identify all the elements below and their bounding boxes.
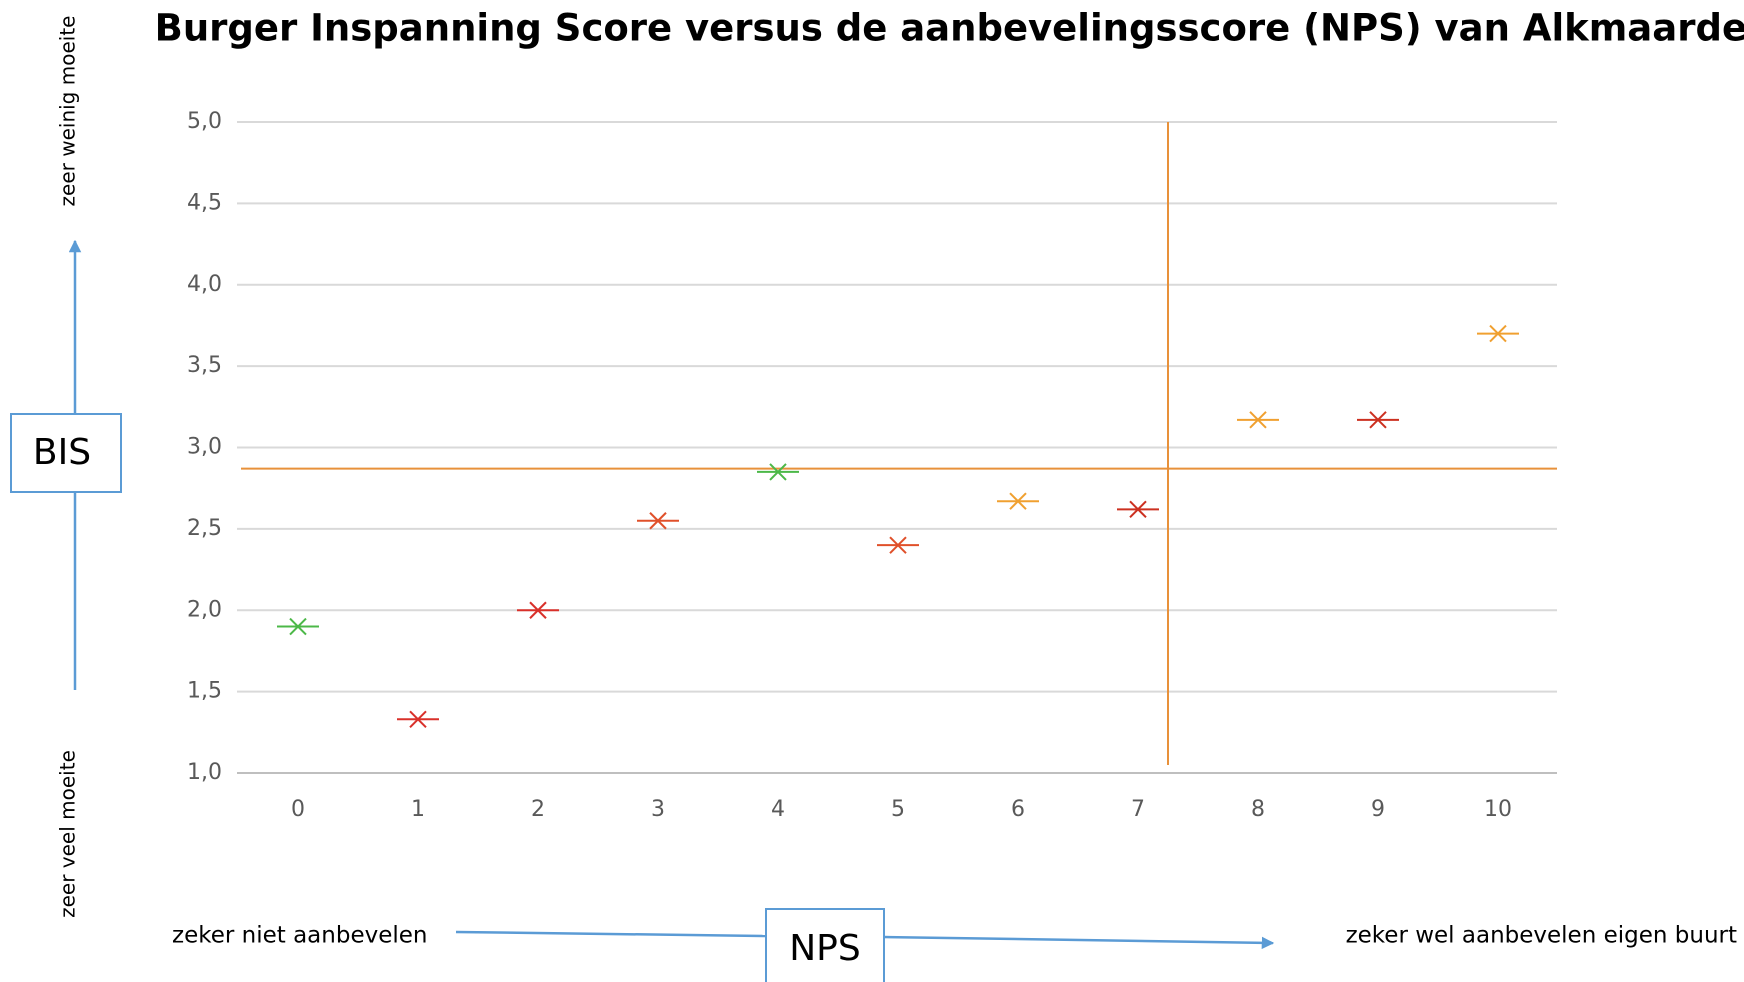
y-tick-label: 3,5 xyxy=(187,353,222,378)
y-tick-label: 4,5 xyxy=(187,190,222,215)
marker-stroke xyxy=(1129,500,1147,519)
x-tick-label: 9 xyxy=(1371,797,1385,822)
marker-stroke xyxy=(1489,324,1507,343)
marker xyxy=(397,710,439,728)
y-bottom-note: zeer veel moeite xyxy=(56,750,80,918)
x-right-note: zeker wel aanbevelen eigen buurt xyxy=(1346,923,1737,949)
y-tick-label: 1,5 xyxy=(187,679,222,704)
marker-stroke xyxy=(649,512,667,530)
marker xyxy=(877,536,919,554)
marker-stroke xyxy=(409,710,427,728)
marker-stroke xyxy=(1369,411,1387,429)
arrow xyxy=(883,935,1275,950)
arrow xyxy=(455,930,767,938)
x-tick-label: 1 xyxy=(411,797,425,822)
y-tick-label: 5,0 xyxy=(187,109,222,134)
x-tick-label: 2 xyxy=(531,797,545,822)
x-tick-label: 4 xyxy=(771,797,785,822)
marker xyxy=(757,463,799,481)
y-axis-label: BIS xyxy=(33,432,91,473)
marker-stroke xyxy=(1009,492,1027,510)
marker xyxy=(1477,324,1519,343)
x-tick-label: 3 xyxy=(651,797,665,822)
marker-stroke xyxy=(769,463,787,481)
x-tick-label: 7 xyxy=(1131,797,1145,822)
marker xyxy=(1237,411,1279,429)
x-tick-label: 8 xyxy=(1251,797,1265,822)
marker-stroke xyxy=(889,536,907,554)
x-tick-label: 6 xyxy=(1011,797,1025,822)
marker-stroke xyxy=(529,601,547,619)
marker xyxy=(1357,411,1399,429)
marker xyxy=(517,601,559,619)
y-tick-label: 1,0 xyxy=(187,760,222,785)
label-box xyxy=(10,413,122,493)
x-axis-label: NPS xyxy=(789,928,861,969)
chart-title: Burger Inspanning Score versus de aanbev… xyxy=(155,7,1744,50)
marker-stroke xyxy=(289,617,307,636)
x-left-note: zeker niet aanbevelen xyxy=(172,923,427,949)
label-box xyxy=(765,908,885,982)
x-tick-label: 5 xyxy=(891,797,905,822)
x-tick-label: 10 xyxy=(1484,797,1512,822)
marker xyxy=(997,492,1039,510)
x-tick-label: 0 xyxy=(291,797,305,822)
y-tick-label: 2,5 xyxy=(187,516,222,541)
y-tick-label: 4,0 xyxy=(187,272,222,297)
marker-stroke xyxy=(1249,411,1267,429)
marker xyxy=(1117,500,1159,519)
marker xyxy=(277,617,319,636)
marker xyxy=(637,512,679,530)
y-tick-label: 2,0 xyxy=(187,597,222,622)
y-tick-label: 3,0 xyxy=(187,435,222,460)
y-top-note: zeer weinig moeite xyxy=(56,16,80,207)
